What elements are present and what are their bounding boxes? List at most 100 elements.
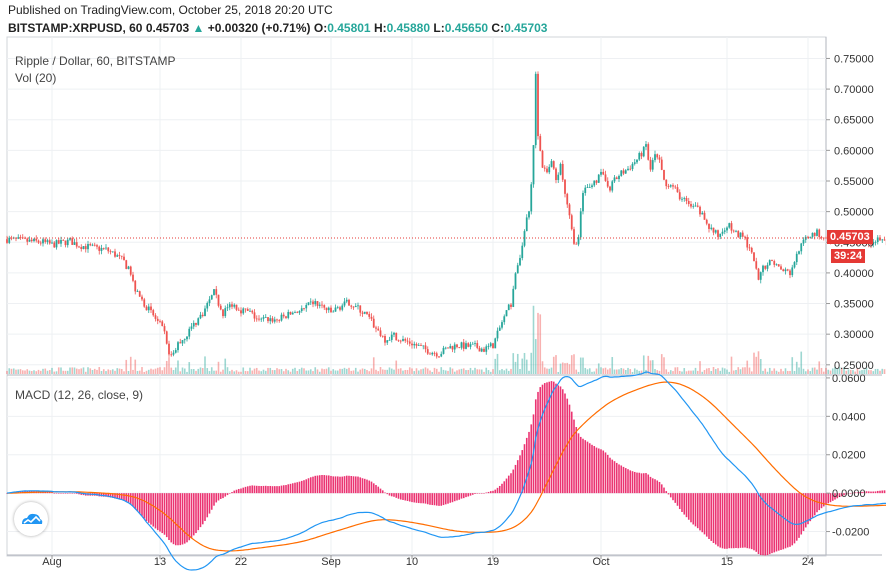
volume-bar — [33, 370, 35, 374]
candle-body — [782, 269, 785, 272]
macd-histogram-bar — [831, 493, 834, 501]
candle-body — [177, 342, 179, 351]
macd-histogram-bar — [424, 493, 427, 504]
macd-histogram-bar — [258, 485, 260, 494]
volume-bar — [379, 367, 382, 374]
candle-body — [30, 239, 33, 242]
macd-histogram-bar — [323, 475, 326, 494]
macd-histogram-bar — [498, 485, 501, 494]
close-label: C: — [491, 21, 505, 35]
macd-histogram-bar — [564, 393, 566, 494]
volume-bar — [870, 370, 872, 374]
candle-body — [336, 307, 339, 309]
candle-body — [426, 349, 429, 354]
candle-body — [705, 219, 708, 224]
macd-histogram-bar — [883, 490, 886, 494]
candle-body — [73, 242, 76, 245]
macd-histogram-bar — [413, 493, 416, 503]
volume-bar — [777, 371, 780, 374]
candle-body — [109, 251, 112, 253]
candle-body — [474, 343, 476, 344]
candle-body — [701, 212, 704, 215]
candle-body — [714, 230, 717, 233]
volume-bar — [665, 369, 668, 374]
macd-histogram-bar — [222, 493, 224, 499]
macd-histogram-bar — [244, 486, 247, 494]
candle-body — [246, 309, 249, 311]
volume-bar — [494, 358, 497, 374]
macd-histogram-bar — [640, 473, 643, 494]
volume-bar — [570, 355, 573, 374]
volume-bar — [84, 371, 87, 374]
volume-bar — [159, 367, 161, 374]
macd-histogram-bar — [438, 493, 440, 506]
volume-bar — [753, 352, 755, 374]
macd-histogram-bar — [17, 491, 20, 494]
macd-histogram-bar — [676, 493, 679, 506]
volume-bar — [525, 359, 528, 374]
macd-histogram-bar — [395, 493, 398, 498]
candle-body — [53, 242, 56, 248]
candle-body — [370, 316, 373, 319]
volume-bar — [422, 368, 425, 374]
volume-bar — [566, 362, 569, 374]
candle-body — [186, 336, 188, 340]
candle-body — [777, 264, 780, 267]
candle-body — [114, 251, 116, 257]
volume-bar — [30, 371, 33, 374]
macd-histogram-bar — [296, 482, 299, 494]
macd-histogram-bar — [177, 493, 179, 546]
candle-body — [39, 242, 42, 244]
candle-body — [811, 232, 814, 237]
macd-histogram-bar — [336, 476, 339, 494]
candle-body — [600, 171, 602, 175]
candle-body — [271, 318, 274, 322]
macd-histogram-bar — [134, 493, 137, 509]
volume-bar — [836, 368, 839, 374]
volume-bar — [458, 369, 461, 374]
volume-bar — [28, 370, 31, 374]
macd-histogram-bar — [183, 493, 186, 544]
macd-histogram-bar — [440, 493, 443, 506]
volume-bar — [633, 368, 636, 374]
candle-body — [174, 350, 177, 353]
candle-body — [435, 353, 438, 357]
volume-bar — [591, 371, 593, 374]
candle-body — [379, 330, 382, 336]
volume-bar — [147, 369, 150, 374]
volume-bar — [426, 368, 429, 374]
tradingview-cloud-icon[interactable] — [14, 502, 48, 536]
volume-bar — [811, 367, 814, 374]
macd-histogram-bar — [201, 493, 204, 525]
macd-histogram-bar — [159, 493, 161, 532]
price-tick-label: 0.55000 — [834, 176, 874, 188]
macd-histogram-bar — [834, 493, 836, 500]
candle-body — [395, 332, 398, 341]
candle-body — [773, 261, 776, 265]
candle-body — [136, 291, 139, 293]
macd-histogram-bar — [847, 493, 850, 494]
volume-bar — [111, 369, 114, 374]
volume-bar — [840, 367, 843, 374]
volume-bar — [345, 368, 348, 374]
volume-bar — [609, 368, 611, 374]
volume-bar — [681, 371, 683, 374]
volume-bar — [471, 370, 474, 374]
candle-body — [278, 320, 281, 321]
candle-body — [138, 291, 141, 297]
macd-histogram-bar — [573, 419, 575, 494]
macd-histogram-bar — [181, 493, 184, 545]
candle-body — [69, 238, 71, 240]
volume-bar — [368, 371, 371, 374]
macd-histogram-bar — [744, 493, 746, 548]
candle-body — [102, 248, 105, 249]
volume-bar — [676, 367, 679, 374]
macd-histogram-bar — [75, 493, 78, 494]
macd-histogram-bar — [357, 476, 359, 494]
volume-bar — [712, 367, 715, 374]
macd-histogram-bar — [667, 493, 670, 495]
macd-histogram-bar — [555, 383, 557, 494]
macd-histogram-bar — [559, 386, 562, 494]
volume-bar — [672, 371, 674, 374]
